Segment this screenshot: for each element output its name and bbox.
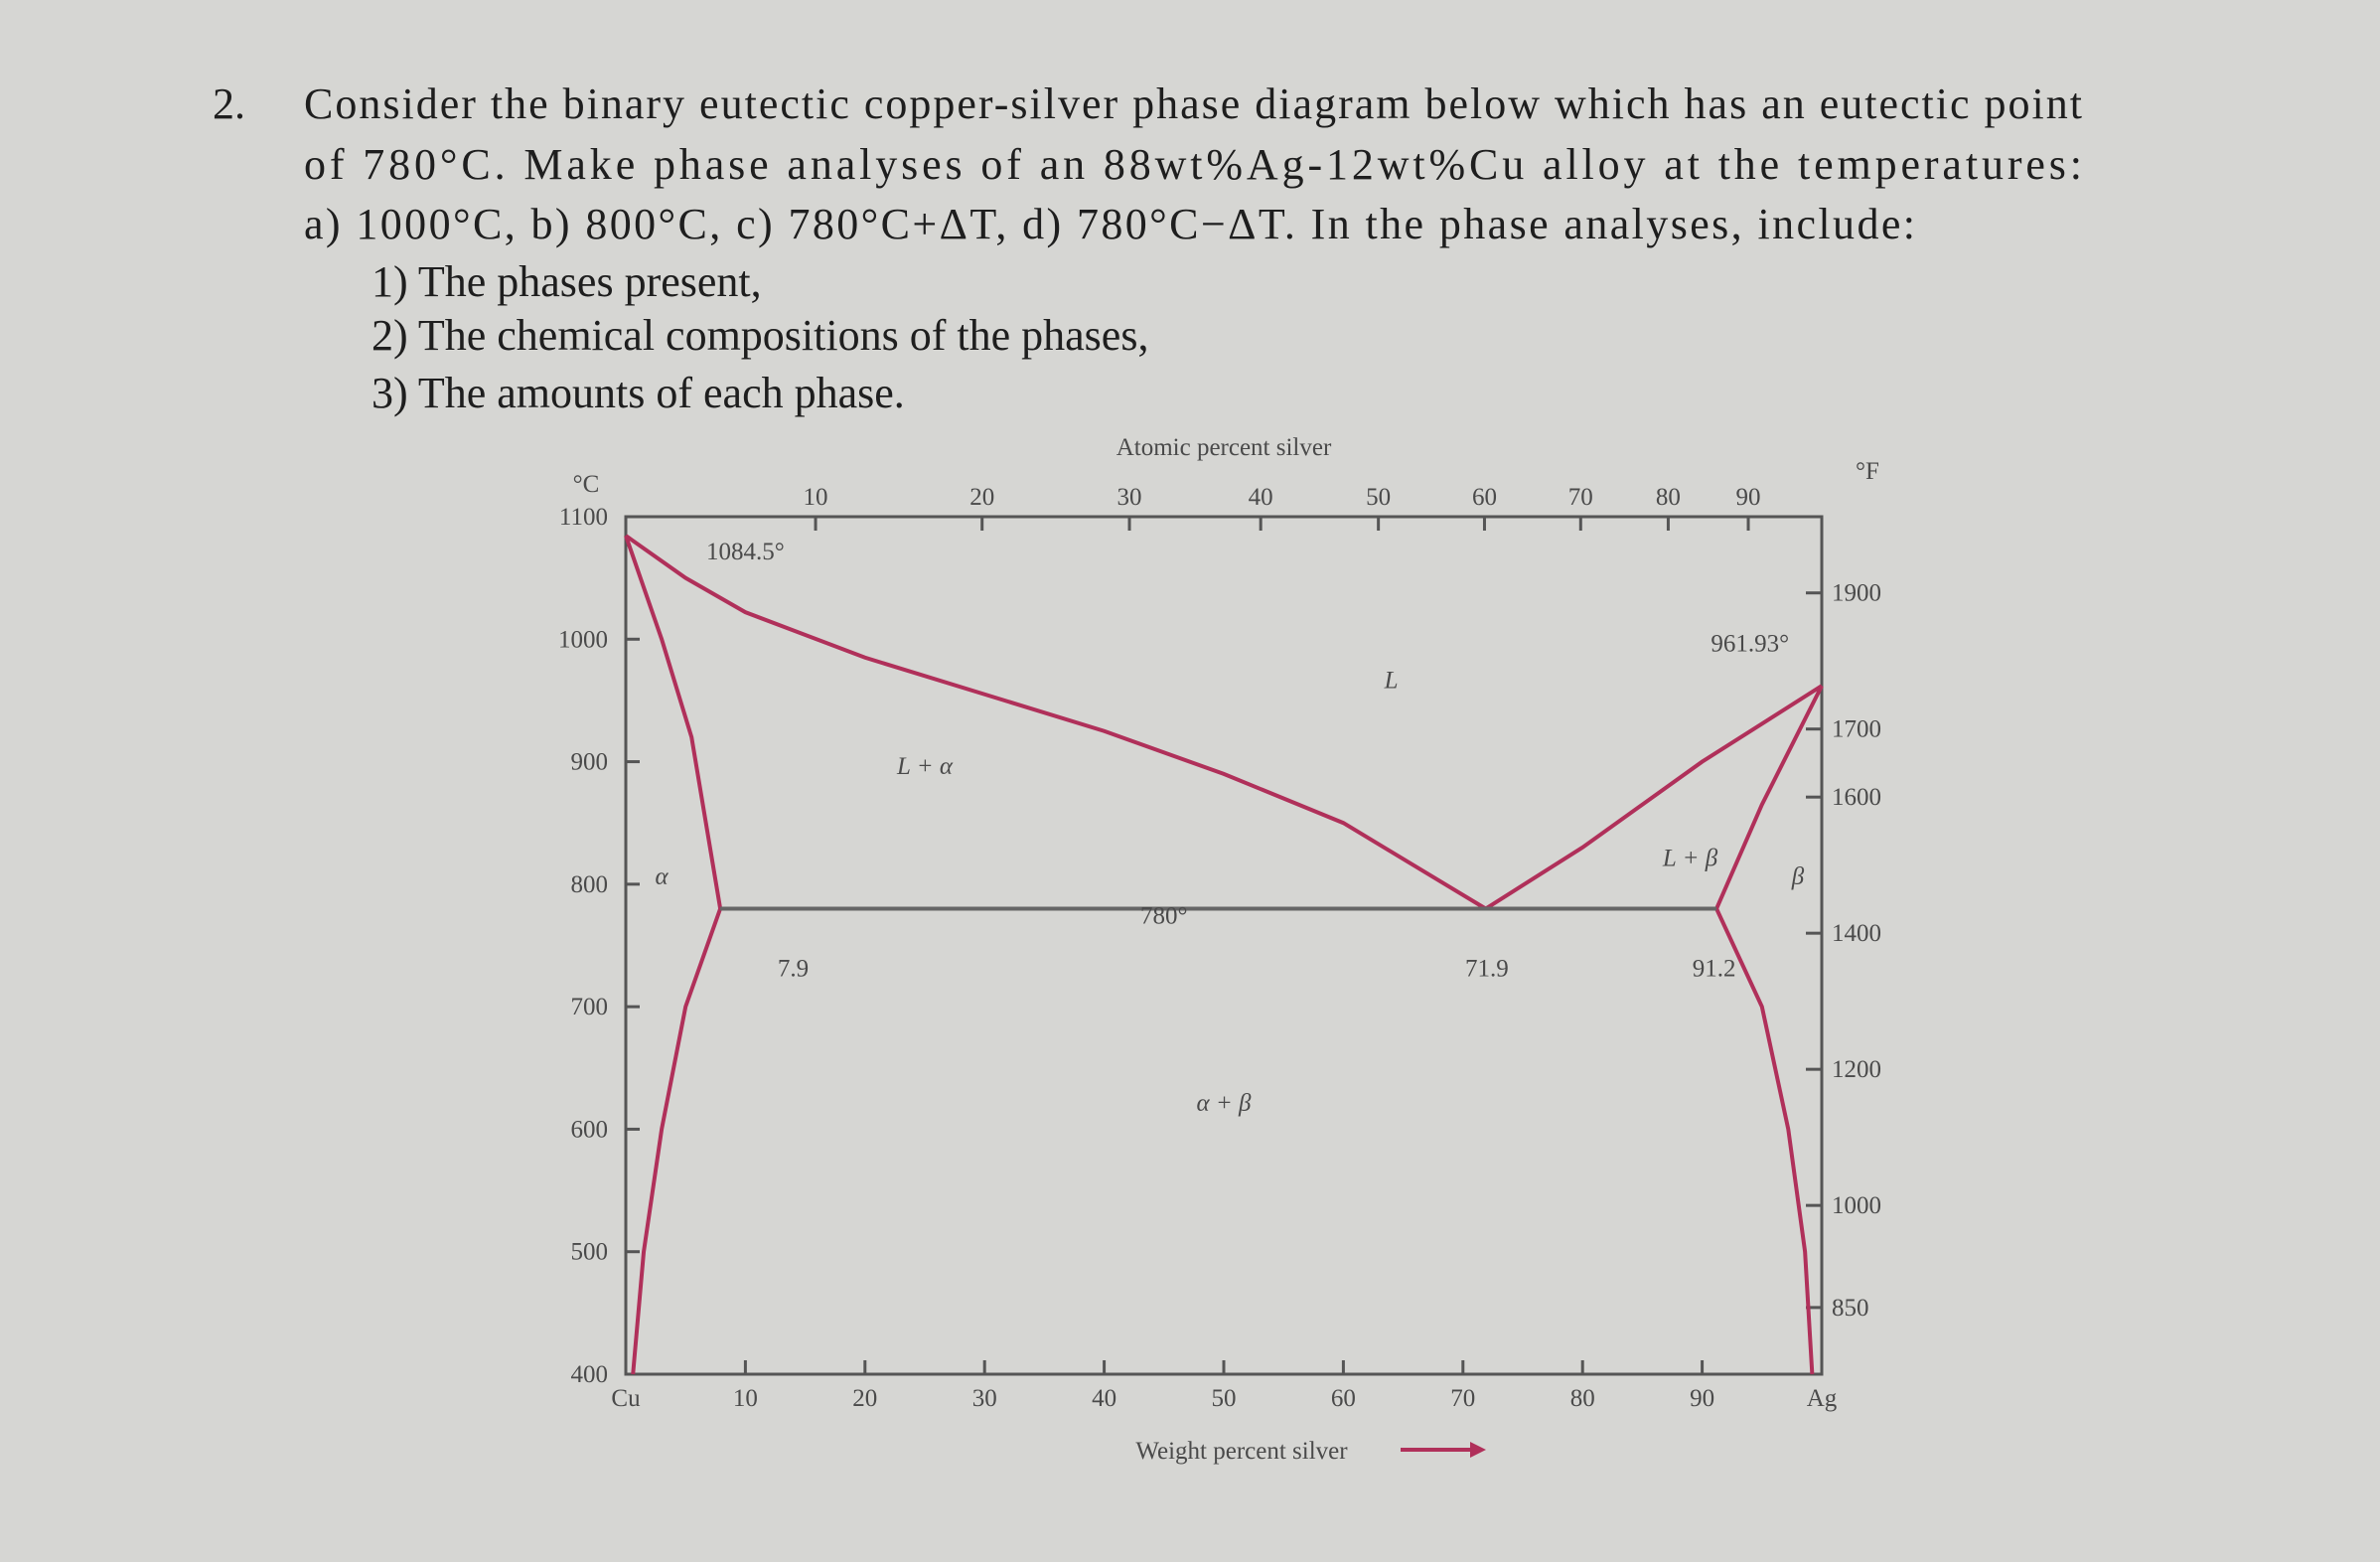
x-tick-label: 90 [1690,1385,1714,1412]
x-tick-label: 20 [852,1385,877,1412]
y-tick-label: 1100 [559,504,608,531]
arrow-head [1470,1442,1486,1458]
x-tick-label: 30 [972,1385,997,1412]
y2-axis-label: °F [1856,458,1879,485]
x-tick-label: 70 [1450,1385,1475,1412]
x2-tick-label: 60 [1472,484,1497,511]
annotation: β [1791,863,1805,890]
annotation: α [656,863,669,890]
question-item: 3) The amounts of each phase. [372,369,905,417]
annotation: L [1384,668,1399,695]
annotation: 7.9 [778,955,809,982]
x2-tick-label: 20 [969,484,994,511]
question-number: 2. [213,79,245,128]
question-line: a) 1000°C, b) 800°C, c) 780°C+ΔT, d) 780… [304,200,1915,248]
question-item: 2) The chemical compositions of the phas… [372,311,1148,360]
annotation: L + α [896,753,954,780]
x-tick-label: Ag [1807,1385,1838,1412]
y2-tick-label: 850 [1832,1295,1869,1322]
question-line: of 780°C. Make phase analyses of an 88wt… [304,140,2082,189]
x2-tick-label: 90 [1736,484,1761,511]
annotation: 91.2 [1693,955,1736,982]
y-tick-label: 600 [571,1116,609,1143]
y-tick-label: 800 [571,871,609,898]
x-tick-label: 40 [1092,1385,1116,1412]
phase-boundary [631,907,723,1375]
annotation: 71.9 [1465,955,1509,982]
y2-tick-label: 1900 [1832,580,1881,607]
question-item: 1) The phases present, [372,257,762,306]
x2-tick-label: 40 [1249,484,1273,511]
y2-tick-label: 1200 [1832,1056,1881,1083]
annotation: α + β [1197,1090,1252,1117]
y-tick-label: 400 [571,1361,609,1388]
x-tick-label: Cu [611,1385,641,1412]
x2-tick-label: 50 [1366,484,1391,511]
phase-boundary [624,535,723,909]
x2-tick-label: 70 [1568,484,1593,511]
y-axis-label: °C [573,471,600,498]
y2-tick-label: 1700 [1832,716,1881,743]
y-tick-label: 500 [571,1239,609,1266]
y-tick-label: 1000 [558,626,608,653]
phase-boundary [1714,907,1815,1375]
phase-boundary [624,534,1487,911]
x2-axis-label: Atomic percent silver [1116,434,1332,461]
phase-boundary [1484,684,1824,911]
x2-tick-label: 80 [1656,484,1681,511]
y2-tick-label: 1400 [1832,920,1881,947]
x-tick-label: 10 [733,1385,758,1412]
y-tick-label: 700 [571,994,609,1020]
x2-tick-label: 30 [1117,484,1142,511]
annotation: 780° [1140,902,1188,929]
phase-boundary [1714,685,1824,910]
x2-tick-label: 10 [804,484,828,511]
x-axis-label: Weight percent silver [1135,1438,1348,1465]
question-line: Consider the binary eutectic copper-silv… [304,79,2082,128]
annotation: 1084.5° [706,539,785,565]
x-tick-label: 50 [1212,1385,1237,1412]
y-tick-label: 900 [571,749,609,776]
x-tick-label: 60 [1331,1385,1356,1412]
y2-tick-label: 1000 [1832,1192,1881,1219]
x-tick-label: 80 [1570,1385,1595,1412]
y2-tick-label: 1600 [1832,784,1881,811]
annotation: 961.93° [1711,631,1789,658]
annotation: L + β [1662,845,1718,871]
